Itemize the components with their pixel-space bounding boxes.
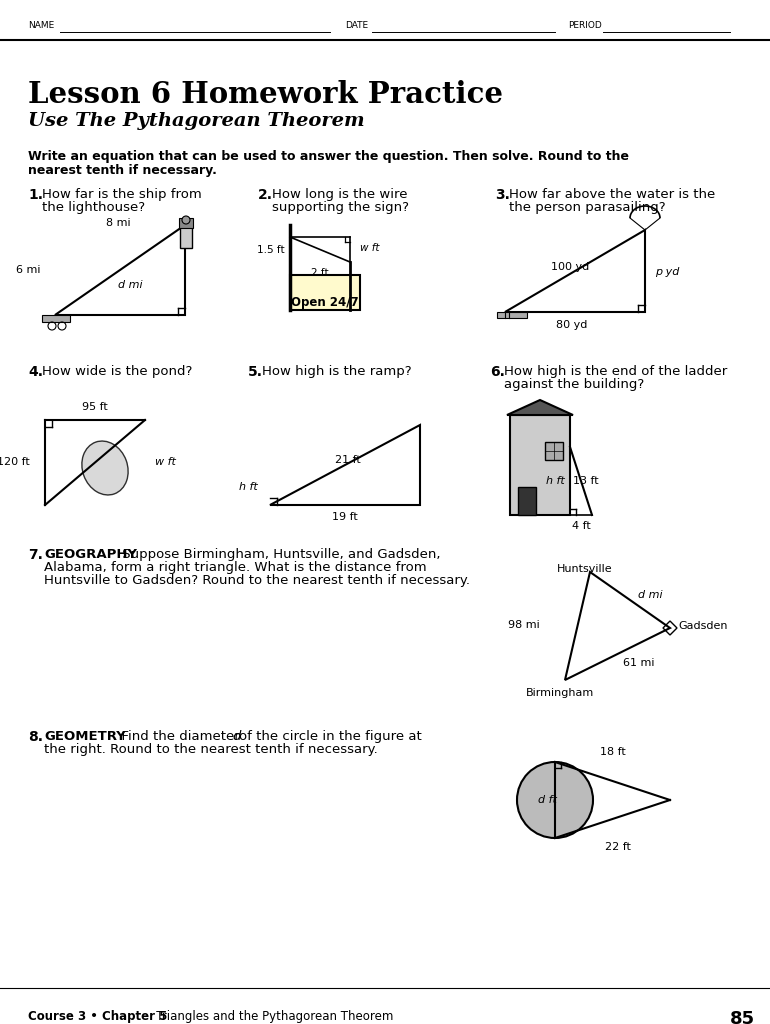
Text: Suppose Birmingham, Huntsville, and Gadsden,: Suppose Birmingham, Huntsville, and Gads… [118,548,440,561]
Text: Use The Pythagorean Theorem: Use The Pythagorean Theorem [28,112,365,130]
Text: p yd: p yd [655,267,679,278]
Bar [510,415,570,515]
Text: 120 ft: 120 ft [0,457,30,467]
Text: Huntsville: Huntsville [557,564,613,574]
Text: w ft: w ft [155,457,176,467]
Text: Gadsden: Gadsden [678,621,728,631]
Text: How far above the water is the: How far above the water is the [509,188,715,201]
Text: 7.: 7. [28,548,43,562]
Text: h ft: h ft [546,476,565,486]
Text: 18 ft: 18 ft [600,746,625,757]
Text: Birmingham: Birmingham [526,688,594,698]
Ellipse shape [82,441,128,495]
Text: the right. Round to the nearest tenth if necessary.: the right. Round to the nearest tenth if… [44,743,378,756]
Polygon shape [507,400,573,415]
Text: 8 mi: 8 mi [105,218,130,228]
Text: PERIOD: PERIOD [568,22,601,30]
Text: 8.: 8. [28,730,43,744]
Text: Lesson 6 Homework Practice: Lesson 6 Homework Practice [28,80,503,109]
Text: 6.: 6. [490,365,505,379]
Text: 98 mi: 98 mi [508,620,540,630]
Text: How high is the end of the ladder: How high is the end of the ladder [504,365,727,378]
Text: 4.: 4. [28,365,43,379]
Circle shape [182,216,190,224]
Text: 13 ft: 13 ft [573,476,598,486]
Text: 22 ft: 22 ft [604,842,631,852]
Text: of the circle in the figure at: of the circle in the figure at [239,730,422,743]
Text: 61 mi: 61 mi [623,658,654,668]
Text: d ft: d ft [537,795,557,805]
Text: How long is the wire: How long is the wire [272,188,407,201]
Text: How far is the ship from: How far is the ship from [42,188,202,201]
Text: 6 mi: 6 mi [15,265,40,275]
Text: d mi: d mi [118,280,142,290]
Text: d: d [232,730,240,743]
Text: GEOMETRY: GEOMETRY [44,730,126,743]
Text: Open 24/7: Open 24/7 [291,296,359,309]
Text: d mi: d mi [638,590,663,600]
Text: 21 ft: 21 ft [335,455,361,465]
Text: Write an equation that can be used to answer the question. Then solve. Round to : Write an equation that can be used to an… [28,150,629,163]
Bar [180,226,192,248]
Text: Huntsville to Gadsden? Round to the nearest tenth if necessary.: Huntsville to Gadsden? Round to the near… [44,574,470,587]
Circle shape [517,762,593,838]
Text: nearest tenth if necessary.: nearest tenth if necessary. [28,164,217,177]
Text: the lighthouse?: the lighthouse? [42,201,145,214]
Text: How high is the ramp?: How high is the ramp? [262,365,412,378]
Text: 2.: 2. [258,188,273,202]
Bar [179,218,193,228]
Text: GEOGRAPHY: GEOGRAPHY [44,548,137,561]
Bar [42,315,70,322]
Text: h ft: h ft [239,482,258,492]
Text: 100 yd: 100 yd [551,262,589,272]
Text: 5.: 5. [248,365,263,379]
Bar [290,275,360,310]
Text: the person parasailing?: the person parasailing? [509,201,665,214]
Text: 95 ft: 95 ft [82,402,108,412]
Text: 3.: 3. [495,188,510,202]
Text: Course 3 • Chapter 5: Course 3 • Chapter 5 [28,1010,167,1023]
Text: NAME: NAME [28,22,54,30]
Text: How wide is the pond?: How wide is the pond? [42,365,192,378]
Text: 80 yd: 80 yd [556,319,588,330]
Text: 1.: 1. [28,188,43,202]
Text: 4 ft: 4 ft [571,521,591,531]
Text: supporting the sign?: supporting the sign? [272,201,409,214]
Bar [545,442,563,460]
Text: against the building?: against the building? [504,378,644,391]
Text: 1.5 ft: 1.5 ft [257,245,285,255]
Text: w ft: w ft [360,243,380,253]
Text: Triangles and the Pythagorean Theorem: Triangles and the Pythagorean Theorem [145,1010,393,1023]
Text: DATE: DATE [345,22,368,30]
Text: Alabama, form a right triangle. What is the distance from: Alabama, form a right triangle. What is … [44,561,427,574]
Text: Find the diameter: Find the diameter [113,730,239,743]
Bar [497,312,527,318]
Text: 85: 85 [729,1010,755,1024]
Text: 2 ft: 2 ft [311,268,329,278]
Bar [518,487,536,515]
Text: 19 ft: 19 ft [332,512,358,522]
